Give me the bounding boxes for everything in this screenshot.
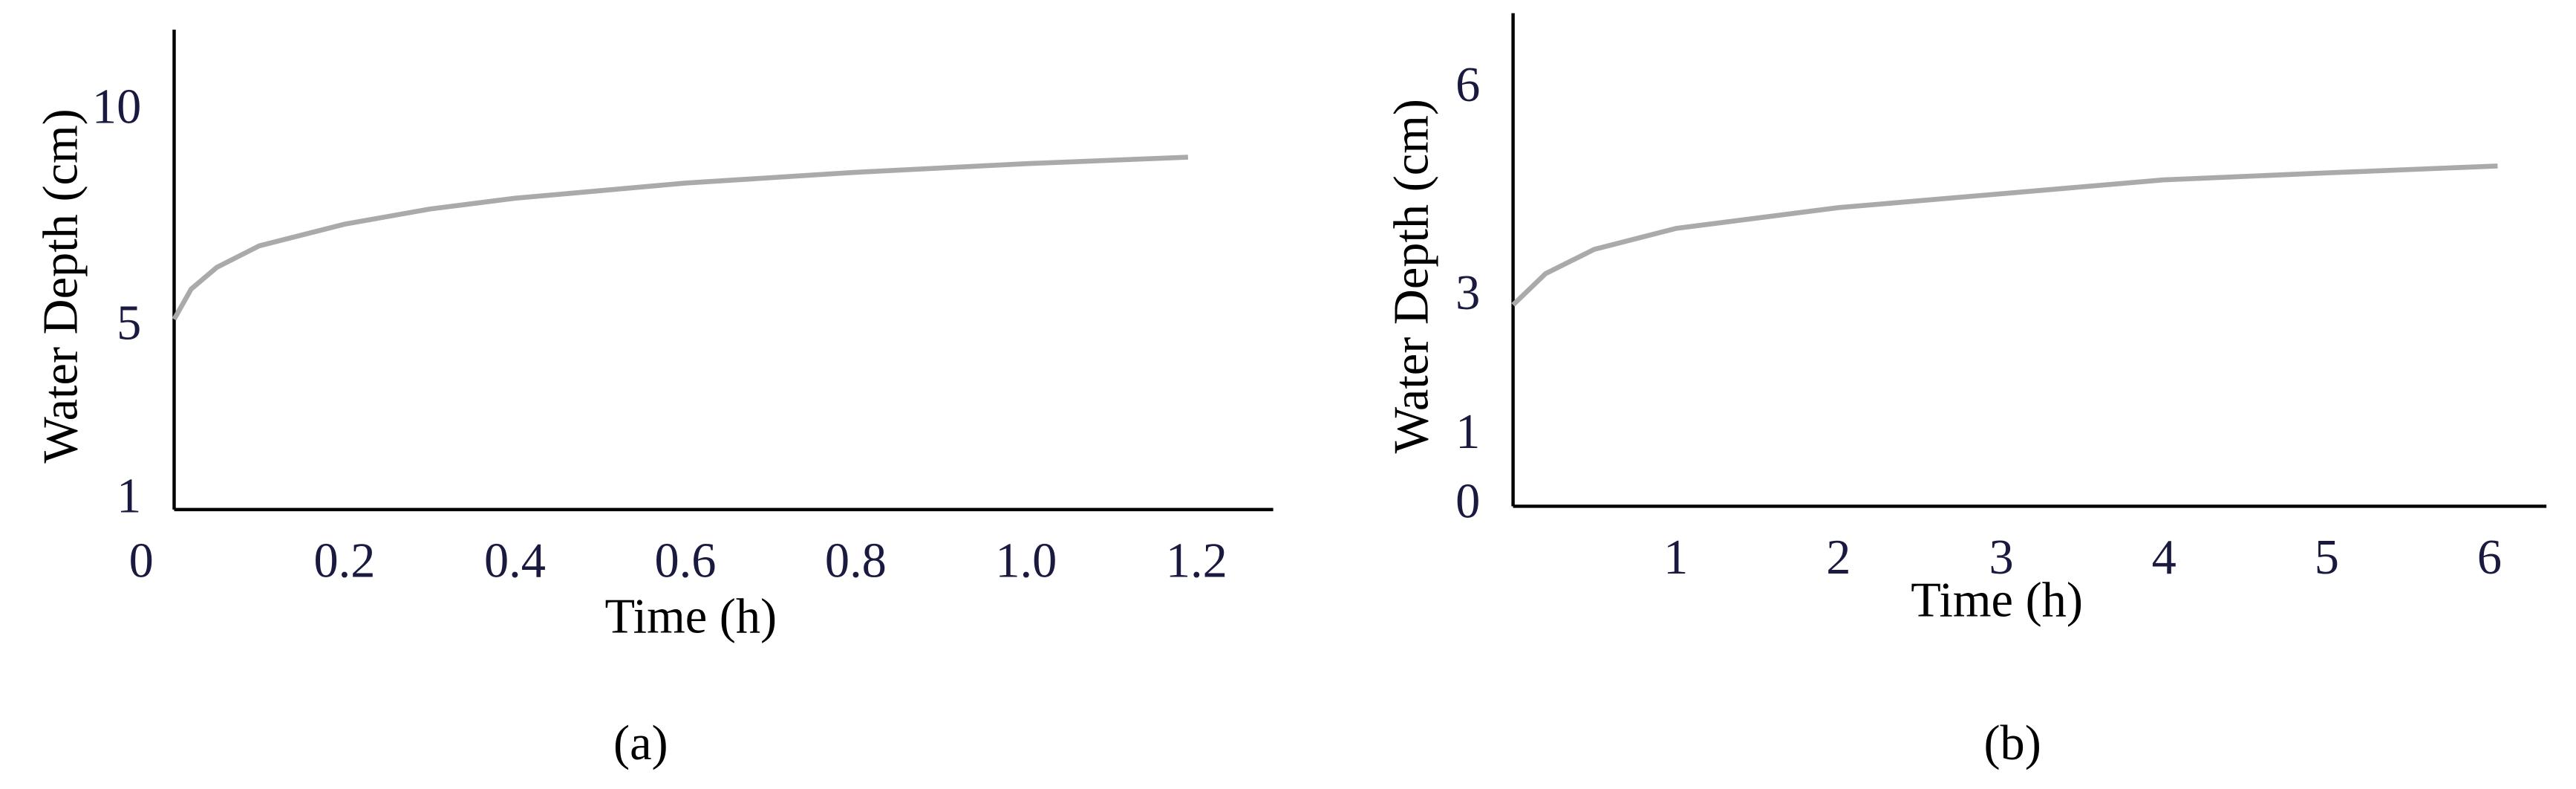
y-axis-label: Water Depth (cm)	[1384, 99, 1438, 453]
y-tick-label: 6	[1455, 58, 1480, 112]
x-tick-label: 0.8	[825, 533, 887, 588]
y-tick-label: 1	[117, 469, 141, 523]
x-tick-label: 0.2	[314, 533, 376, 588]
x-tick-label: 0.6	[654, 533, 716, 588]
y-tick-label: 1	[1455, 405, 1480, 459]
x-tick-label: 0	[129, 533, 154, 588]
data-line	[1511, 163, 2498, 307]
x-tick-label: 2	[1826, 530, 1851, 585]
x-axis-label: Time (h)	[604, 590, 777, 644]
y-tick-label: 3	[1455, 266, 1480, 320]
x-tick-label: 5	[2315, 530, 2339, 585]
x-tick-label: 1.2	[1166, 533, 1227, 588]
x-tick-label: 1	[1663, 530, 1688, 585]
x-tick-label: 1.0	[995, 533, 1057, 588]
x-tick-label: 6	[2477, 530, 2502, 585]
caption: (a)	[613, 716, 668, 770]
x-tick-label: 4	[2152, 530, 2176, 585]
data-line	[172, 155, 1188, 321]
y-tick-label: 5	[117, 296, 141, 351]
y-tick-label: 10	[92, 80, 141, 134]
y-tick-label: 0	[1455, 475, 1480, 529]
x-tick-label: 3	[1989, 530, 2013, 585]
x-axis-label: Time (h)	[1911, 573, 2083, 627]
y-axis-label: Water Depth (cm)	[34, 108, 88, 463]
x-tick-label: 0.4	[484, 533, 546, 588]
caption: (b)	[1983, 716, 2041, 770]
